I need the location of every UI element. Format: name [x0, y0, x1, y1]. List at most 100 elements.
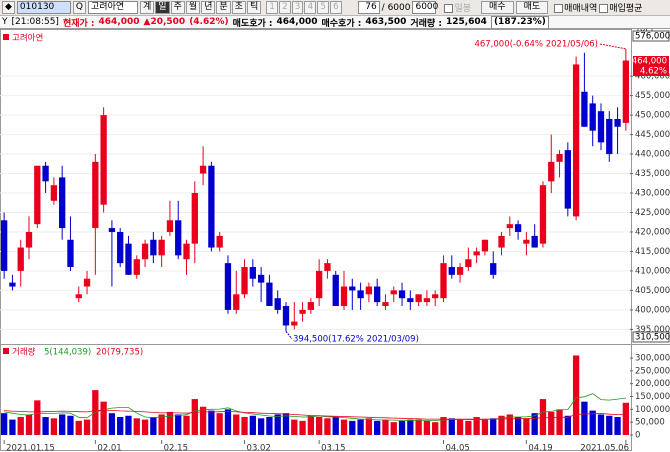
volume-bar — [606, 415, 613, 435]
name-input[interactable]: 고려아연 — [88, 1, 139, 14]
buy-button[interactable]: 매수 — [481, 1, 514, 14]
candle-body — [382, 302, 389, 306]
volume: 125,604 — [445, 17, 487, 27]
candle-body — [291, 321, 298, 326]
candle-body — [548, 161, 555, 182]
search-button[interactable]: Q — [72, 1, 87, 14]
period-button[interactable]: 주 — [170, 1, 185, 14]
legend-icon — [3, 348, 9, 354]
price-label: 현재가 : — [62, 18, 95, 29]
count-input[interactable]: 76 — [357, 1, 380, 14]
menu-icon[interactable]: ◆ — [2, 1, 15, 14]
period-button[interactable]: 분 — [216, 1, 231, 14]
code-input[interactable]: 010130 — [16, 1, 71, 14]
volume-bar — [448, 418, 455, 435]
candle-body — [125, 243, 132, 275]
candle-body — [191, 193, 198, 244]
candle-body — [481, 239, 489, 252]
period-button[interactable]: 월 — [185, 1, 201, 14]
period-button[interactable]: 년 — [201, 1, 216, 14]
number-button[interactable]: 3 — [291, 1, 304, 14]
x-tick-label: 03.02 — [247, 444, 271, 452]
y-tick-label: 50,000 — [635, 418, 665, 428]
volume-bar — [59, 414, 66, 435]
period-button[interactable]: 틱 — [246, 1, 262, 14]
legend-label: 20(79,735) — [96, 348, 143, 358]
candle-body — [34, 165, 41, 225]
candle-body — [108, 228, 116, 232]
volume-bar — [216, 413, 223, 435]
candle-body — [349, 286, 356, 291]
avg-check[interactable]: 매입평균 — [599, 1, 642, 14]
volume-bar — [75, 420, 82, 435]
volume-bar — [249, 415, 256, 435]
number-button[interactable]: 2 — [279, 1, 291, 14]
candle-body — [490, 263, 497, 275]
number-button[interactable]: 6 — [329, 1, 342, 14]
volume-bar — [257, 418, 265, 435]
candle-body — [606, 118, 613, 155]
number-button[interactable]: 1 — [266, 1, 278, 14]
x-tick-label: 02.15 — [164, 444, 188, 452]
candle-body — [199, 165, 207, 174]
period-button[interactable]: 계 — [140, 1, 155, 14]
volume-bar — [481, 419, 489, 435]
y-tick-label: 395,000 — [635, 325, 670, 335]
candle-body — [415, 294, 422, 303]
candle-body — [572, 64, 580, 217]
volume-bar — [548, 411, 555, 435]
candle-body — [92, 161, 99, 229]
history-check[interactable]: 매매내역 — [554, 1, 597, 14]
candle-body — [398, 290, 406, 299]
candle-body — [407, 298, 414, 303]
period-button[interactable]: 일 — [155, 1, 170, 14]
volume-bar — [224, 409, 232, 435]
volume-bar — [407, 419, 414, 435]
total-input[interactable]: 6000 — [412, 1, 438, 14]
time: [21:08:55] — [11, 17, 59, 27]
legend-icon — [3, 34, 9, 40]
sell-button[interactable]: 매도 — [515, 1, 549, 14]
volume-bar — [175, 414, 182, 435]
volume-bar — [274, 414, 281, 435]
volume-bar — [50, 418, 58, 435]
volume-bar — [564, 415, 571, 435]
candle-body — [83, 278, 91, 287]
y-tick-label: 0 — [635, 430, 640, 440]
candle-body — [208, 165, 215, 248]
candle-body — [456, 267, 464, 275]
candle-body — [539, 185, 547, 244]
candle-check[interactable]: 일봉 — [444, 1, 471, 14]
candle-body — [67, 239, 74, 268]
number-button[interactable]: 5 — [317, 1, 329, 14]
volume-bar — [266, 417, 273, 435]
volume-bar — [324, 418, 331, 435]
mode: Y — [2, 17, 8, 27]
candle-body — [117, 231, 124, 264]
candle-body — [374, 286, 381, 303]
candle-body — [357, 290, 364, 299]
price-label: 4.62% — [640, 67, 667, 77]
volume-bar — [67, 415, 74, 435]
period-button[interactable]: 초 — [231, 1, 246, 14]
candle-body — [158, 239, 165, 256]
volume-bar — [166, 411, 174, 435]
legend-label: 5(144,039) — [44, 348, 91, 358]
candle-body — [523, 239, 530, 244]
y-tick-label: 450,000 — [635, 111, 670, 121]
y-tick-label: 250,000 — [635, 366, 670, 376]
x-tick-label: 2021.05.06 — [580, 444, 629, 452]
legend-title: 거래량 — [12, 347, 36, 358]
volume-bar — [440, 417, 447, 435]
candle-body — [622, 60, 630, 123]
y-tick-label: 420,000 — [635, 227, 670, 237]
volume-bar — [415, 419, 422, 435]
candle-body — [266, 282, 273, 306]
candle-body — [75, 294, 82, 299]
volume-bar — [473, 417, 480, 435]
number-button[interactable]: 4 — [304, 1, 317, 14]
candle-body — [440, 263, 447, 299]
change-pct: (4.62%) — [189, 17, 229, 27]
